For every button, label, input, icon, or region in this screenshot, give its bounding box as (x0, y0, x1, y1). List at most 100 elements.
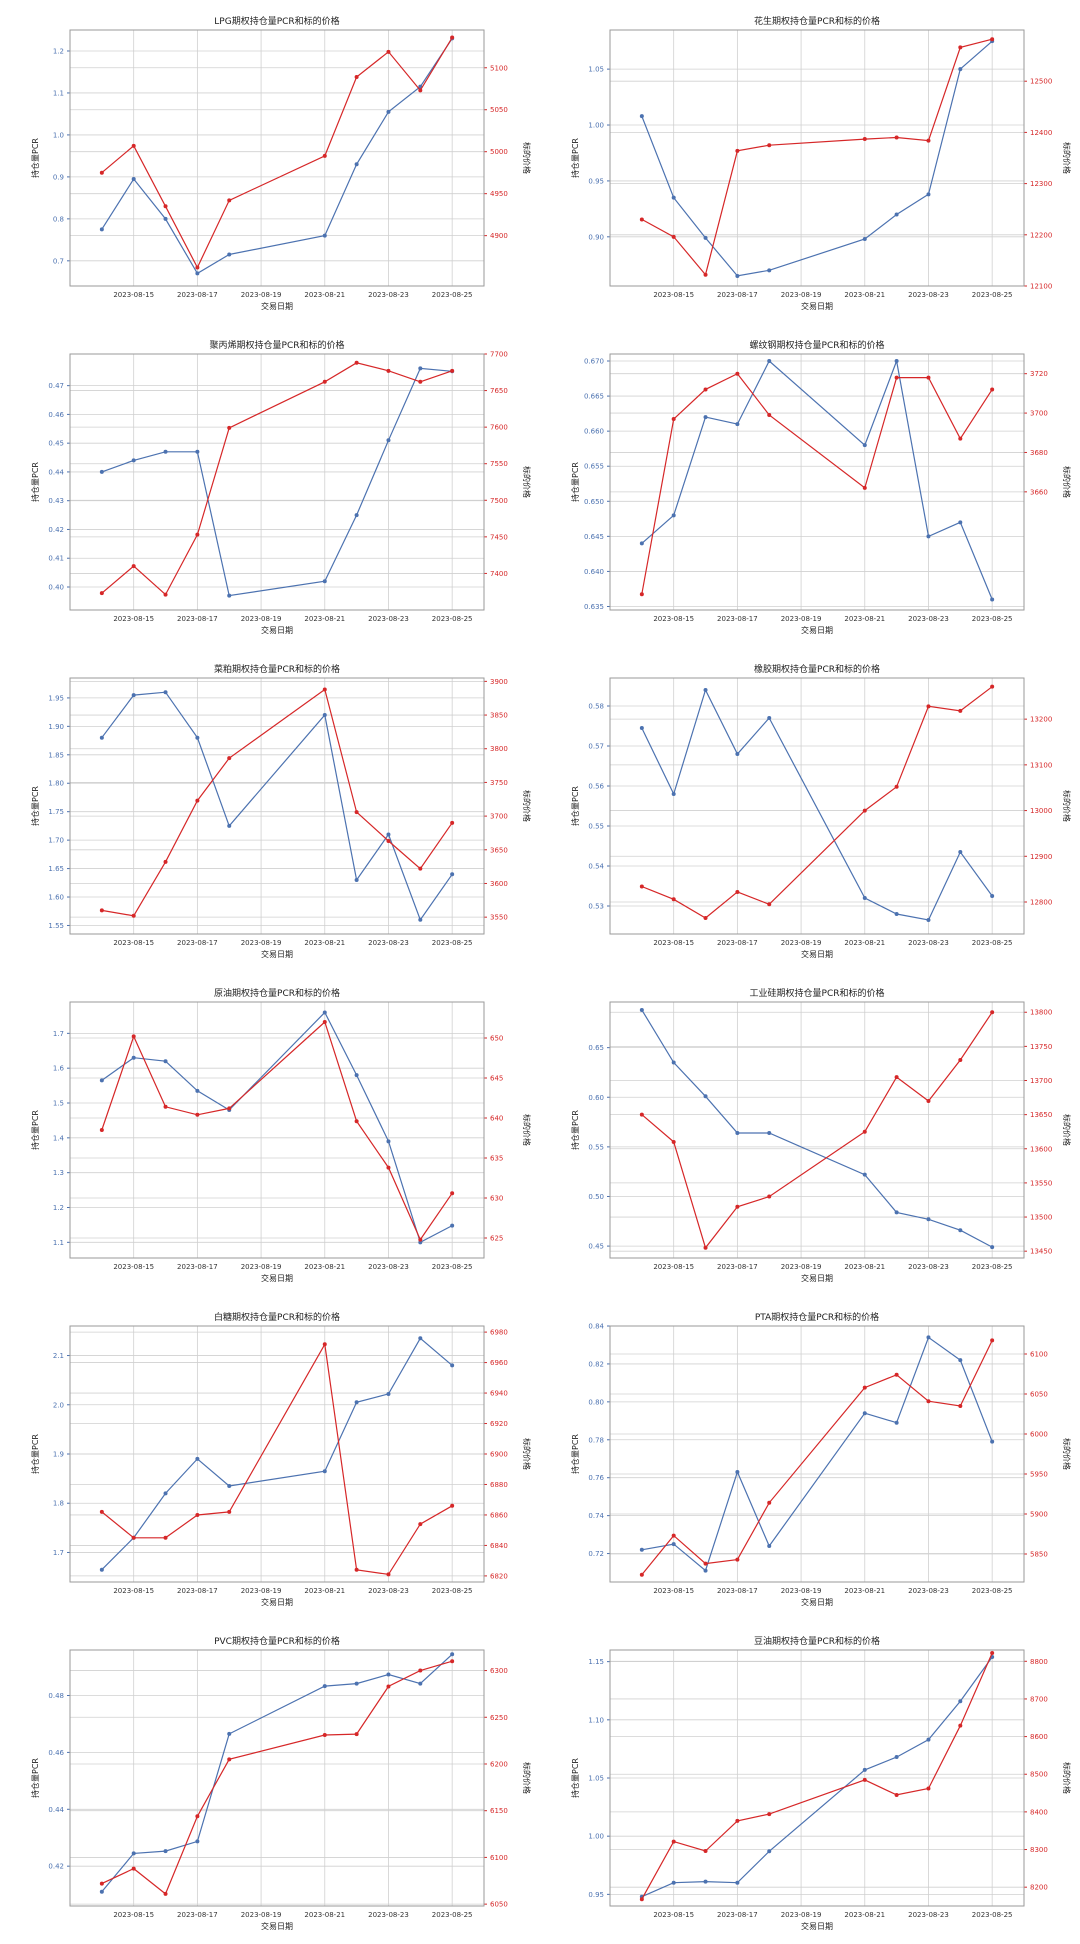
price-data-point (671, 1139, 676, 1144)
price-data-point (639, 884, 644, 889)
pcr-data-point (767, 359, 772, 364)
plot-frame (609, 29, 1025, 287)
y-right-axis-label: 标的价格 (522, 142, 532, 174)
chart-panel: 2023-08-15 2023-08-17 2023-08-19 2023-08-21… (30, 663, 532, 959)
pcr-series-line (641, 1009, 993, 1248)
x-tick-label: 2023-08-17 (717, 1911, 758, 1919)
x-tick-label: 2023-08-23 (368, 939, 409, 947)
y-right-tick-label: 650 (490, 1035, 503, 1043)
price-data-point (671, 897, 676, 902)
y-left-tick-label: 0.44 (48, 1806, 64, 1814)
price-data-point (163, 1104, 168, 1109)
y-right-tick-label: 8700 (1030, 1695, 1048, 1703)
chart-title: 螺纹钢期权持仓量PCR和标的价格 (750, 339, 885, 351)
x-tick-label: 2023-08-17 (717, 1587, 758, 1595)
y-left-tick-label: 0.650 (584, 498, 604, 506)
price-data-point (163, 592, 168, 597)
x-tick-label: 2023-08-17 (177, 615, 218, 623)
x-tick-label: 2023-08-21 (304, 1587, 345, 1595)
pcr-data-point (735, 752, 740, 756)
y-right-tick-label: 7550 (490, 460, 508, 468)
price-data-point (163, 1891, 168, 1896)
pcr-data-point (386, 1391, 391, 1396)
y-left-tick-label: 0.46 (48, 411, 64, 419)
y-right-tick-label: 7700 (490, 351, 508, 359)
y-left-axis-label: 持仓量PCR (30, 138, 40, 178)
price-data-point (958, 436, 963, 441)
y-right-tick-label: 4900 (490, 232, 508, 240)
y-left-tick-label: 0.645 (584, 533, 604, 541)
y-right-tick-label: 8500 (1030, 1771, 1048, 1779)
y-right-tick-label: 7650 (490, 387, 508, 395)
price-data-point (322, 153, 327, 158)
y-left-axis-label: 持仓量PCR (570, 462, 580, 502)
price-data-point (195, 265, 200, 270)
price-data-point (99, 1128, 104, 1132)
pcr-data-point (131, 458, 136, 463)
y-right-axis-label: 标的价格 (1062, 1114, 1072, 1146)
y-right-tick-label: 8300 (1030, 1846, 1048, 1854)
y-right-tick-label: 6100 (1030, 1351, 1048, 1359)
y-left-tick-label: 0.8 (53, 215, 64, 223)
pcr-data-point (894, 1210, 899, 1215)
y-right-axis-label: 标的价格 (522, 1114, 532, 1146)
chart-panel: 2023-08-15 2023-08-17 2023-08-19 2023-08-21… (30, 987, 532, 1283)
y-left-tick-label: 0.7 (53, 257, 64, 265)
price-data-point (862, 1129, 867, 1134)
price-data-point (703, 1561, 708, 1566)
pcr-data-point (671, 792, 676, 796)
pcr-series-line (641, 358, 993, 600)
pcr-data-point (894, 1755, 899, 1760)
pcr-data-point (227, 823, 232, 828)
chart-panel: 2023-08-15 2023-08-17 2023-08-19 2023-08-21… (570, 663, 1072, 959)
price-data-point (990, 1010, 995, 1015)
price-series-line (101, 362, 453, 596)
y-left-tick-label: 0.60 (588, 1094, 604, 1102)
price-data-point (671, 234, 676, 239)
x-tick-label: 2023-08-23 (368, 291, 409, 299)
y-right-tick-label: 3900 (490, 678, 508, 686)
y-left-axis-label: 持仓量PCR (30, 1434, 40, 1474)
pcr-data-point (862, 896, 867, 900)
x-tick-label: 2023-08-23 (368, 1587, 409, 1595)
y-left-tick-label: 1.1 (53, 89, 64, 97)
price-data-point (767, 413, 772, 418)
y-left-tick-label: 1.6 (53, 1065, 65, 1073)
y-left-tick-label: 0.48 (48, 1692, 64, 1700)
x-tick-label: 2023-08-23 (908, 1911, 949, 1919)
price-data-point (418, 88, 423, 93)
price-series-line (101, 1342, 453, 1576)
price-data-point (131, 1866, 136, 1871)
price-data-point (958, 1404, 963, 1408)
price-data-point (703, 916, 708, 920)
y-right-tick-label: 13450 (1030, 1248, 1052, 1256)
price-data-point (99, 170, 104, 175)
price-data-point (767, 1194, 772, 1199)
x-tick-label: 2023-08-25 (972, 1911, 1013, 1919)
y-right-tick-label: 6920 (490, 1420, 508, 1428)
pcr-data-point (926, 1217, 931, 1222)
price-data-point (926, 138, 931, 143)
pcr-data-point (735, 1130, 740, 1135)
x-tick-label: 2023-08-17 (717, 939, 758, 947)
pcr-data-point (767, 1130, 772, 1135)
price-data-point (862, 1385, 867, 1390)
y-right-tick-label: 5000 (490, 148, 508, 156)
y-left-tick-label: 1.85 (48, 751, 64, 759)
y-left-axis-label: 持仓量PCR (570, 1758, 580, 1798)
price-data-point (703, 387, 708, 392)
pcr-data-point (671, 195, 676, 200)
x-axis-label: 交易日期 (261, 1921, 293, 1931)
x-tick-label: 2023-08-17 (177, 939, 218, 947)
y-left-tick-label: 0.635 (584, 603, 604, 611)
x-tick-label: 2023-08-21 (304, 1911, 345, 1919)
y-left-tick-label: 1.3 (53, 1169, 64, 1177)
x-tick-label: 2023-08-25 (432, 291, 473, 299)
y-left-tick-label: 0.47 (48, 382, 64, 390)
x-tick-label: 2023-08-23 (908, 291, 949, 299)
price-data-point (131, 1535, 136, 1540)
y-left-tick-label: 0.82 (588, 1360, 604, 1368)
plot-frame (609, 353, 1025, 611)
pcr-data-point (894, 212, 899, 217)
